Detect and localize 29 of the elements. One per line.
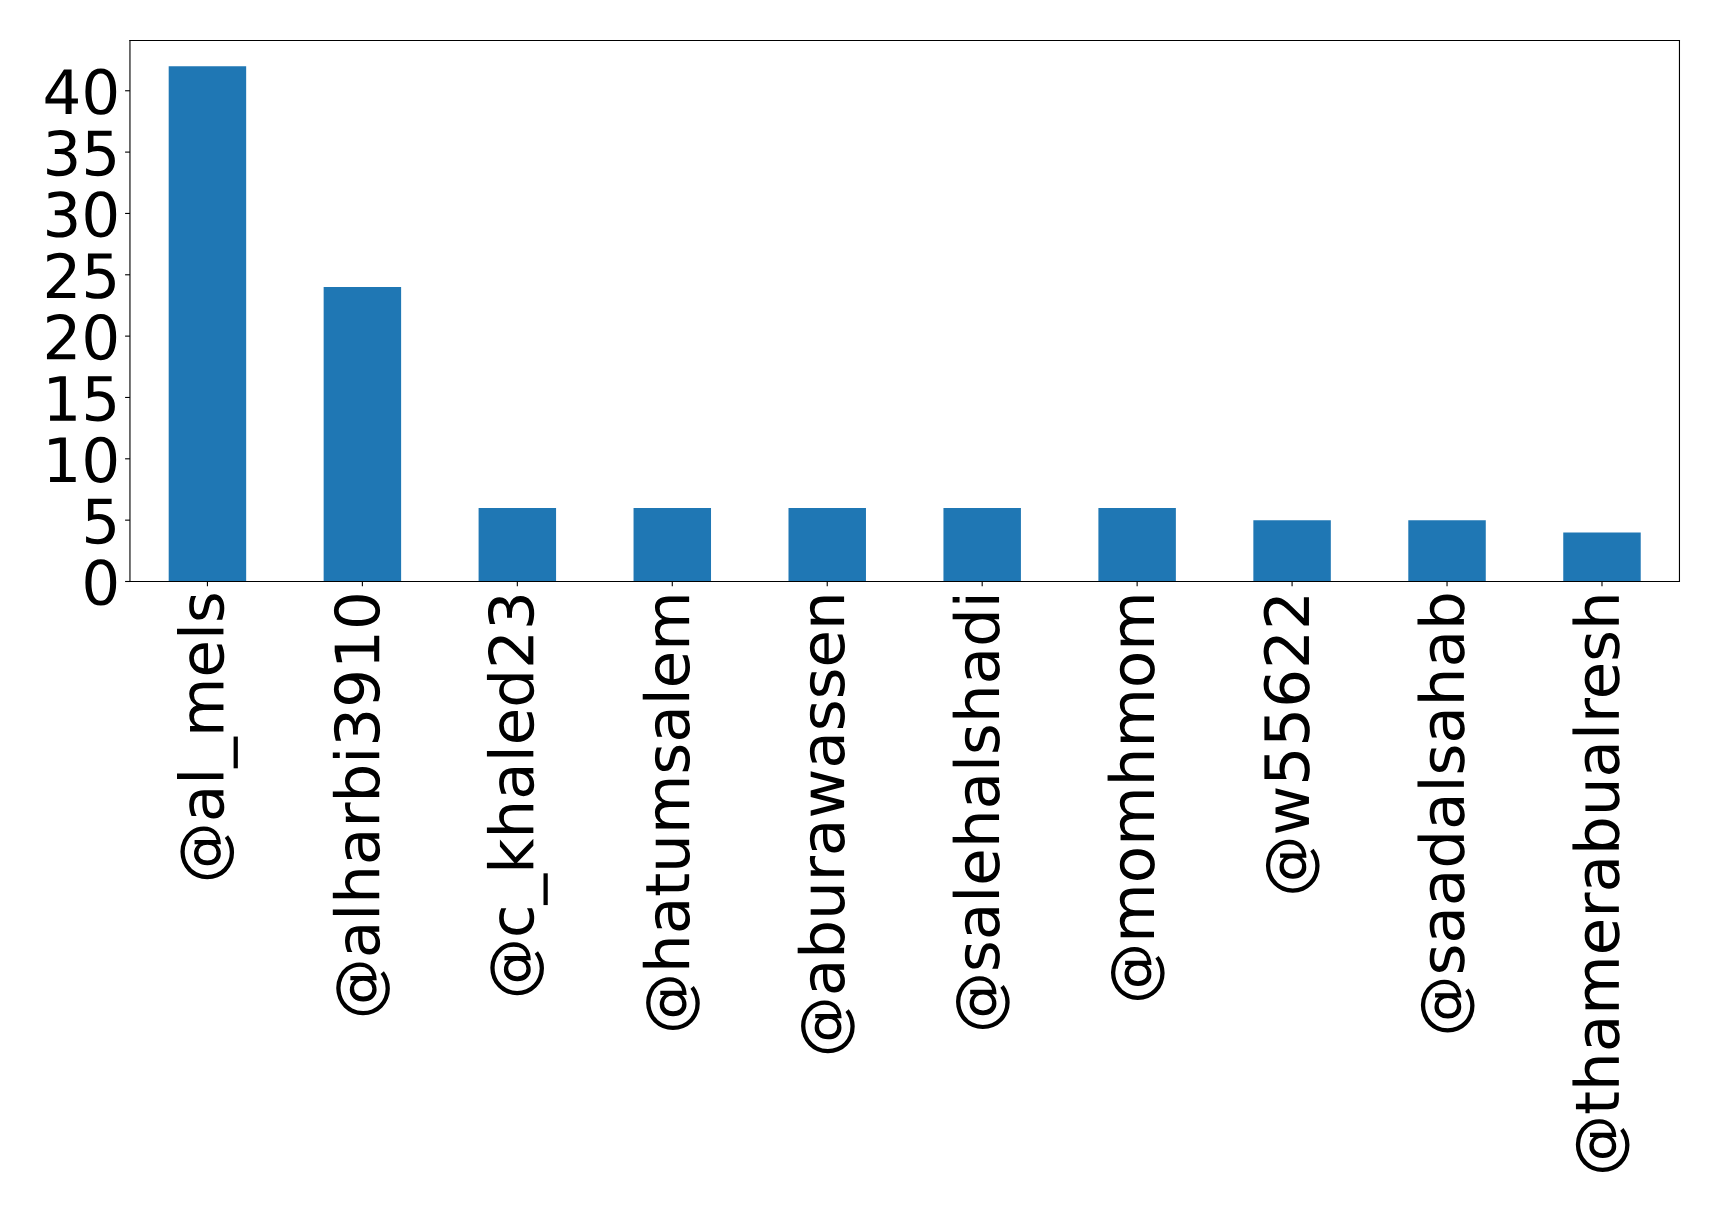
y-tick-label: 5 [86, 498, 115, 545]
x-tick-label: @hatumsalem [642, 596, 700, 1031]
y-tick-label: 20 [46, 313, 117, 361]
bar [478, 507, 557, 582]
x-tick-label: @aburawassen [797, 596, 855, 1054]
y-tick-label: 10 [49, 436, 117, 483]
x-tick-label: @alharbi3910 [332, 595, 390, 1016]
y-tick-label: 25 [46, 252, 115, 299]
bar [168, 66, 247, 582]
bar [788, 507, 866, 582]
bar [1563, 532, 1641, 582]
y-tick-label: 15 [49, 376, 115, 422]
x-tick-label: @salehalshadi [952, 596, 1010, 1030]
bar [943, 507, 1021, 582]
y-tick-label: 40 [45, 68, 117, 115]
x-tick-label: @saadalsahab [1417, 594, 1475, 1033]
bar [1408, 520, 1486, 582]
x-tick-label: @momhmom [1107, 596, 1165, 1000]
bar [1098, 507, 1176, 582]
x-tick-label: @c_khaled23 [486, 596, 548, 996]
x-tick-label: @w55622 [1263, 597, 1320, 893]
bar [323, 287, 402, 582]
x-tick-label: @thamerabualresh [1572, 596, 1630, 1172]
bar [633, 507, 712, 582]
y-tick-label: 30 [47, 191, 117, 238]
x-tick-label: @al_mels [177, 594, 238, 880]
y-tick-label: 35 [47, 129, 115, 177]
y-tick-label: 0 [85, 559, 117, 606]
bar [1253, 520, 1331, 582]
